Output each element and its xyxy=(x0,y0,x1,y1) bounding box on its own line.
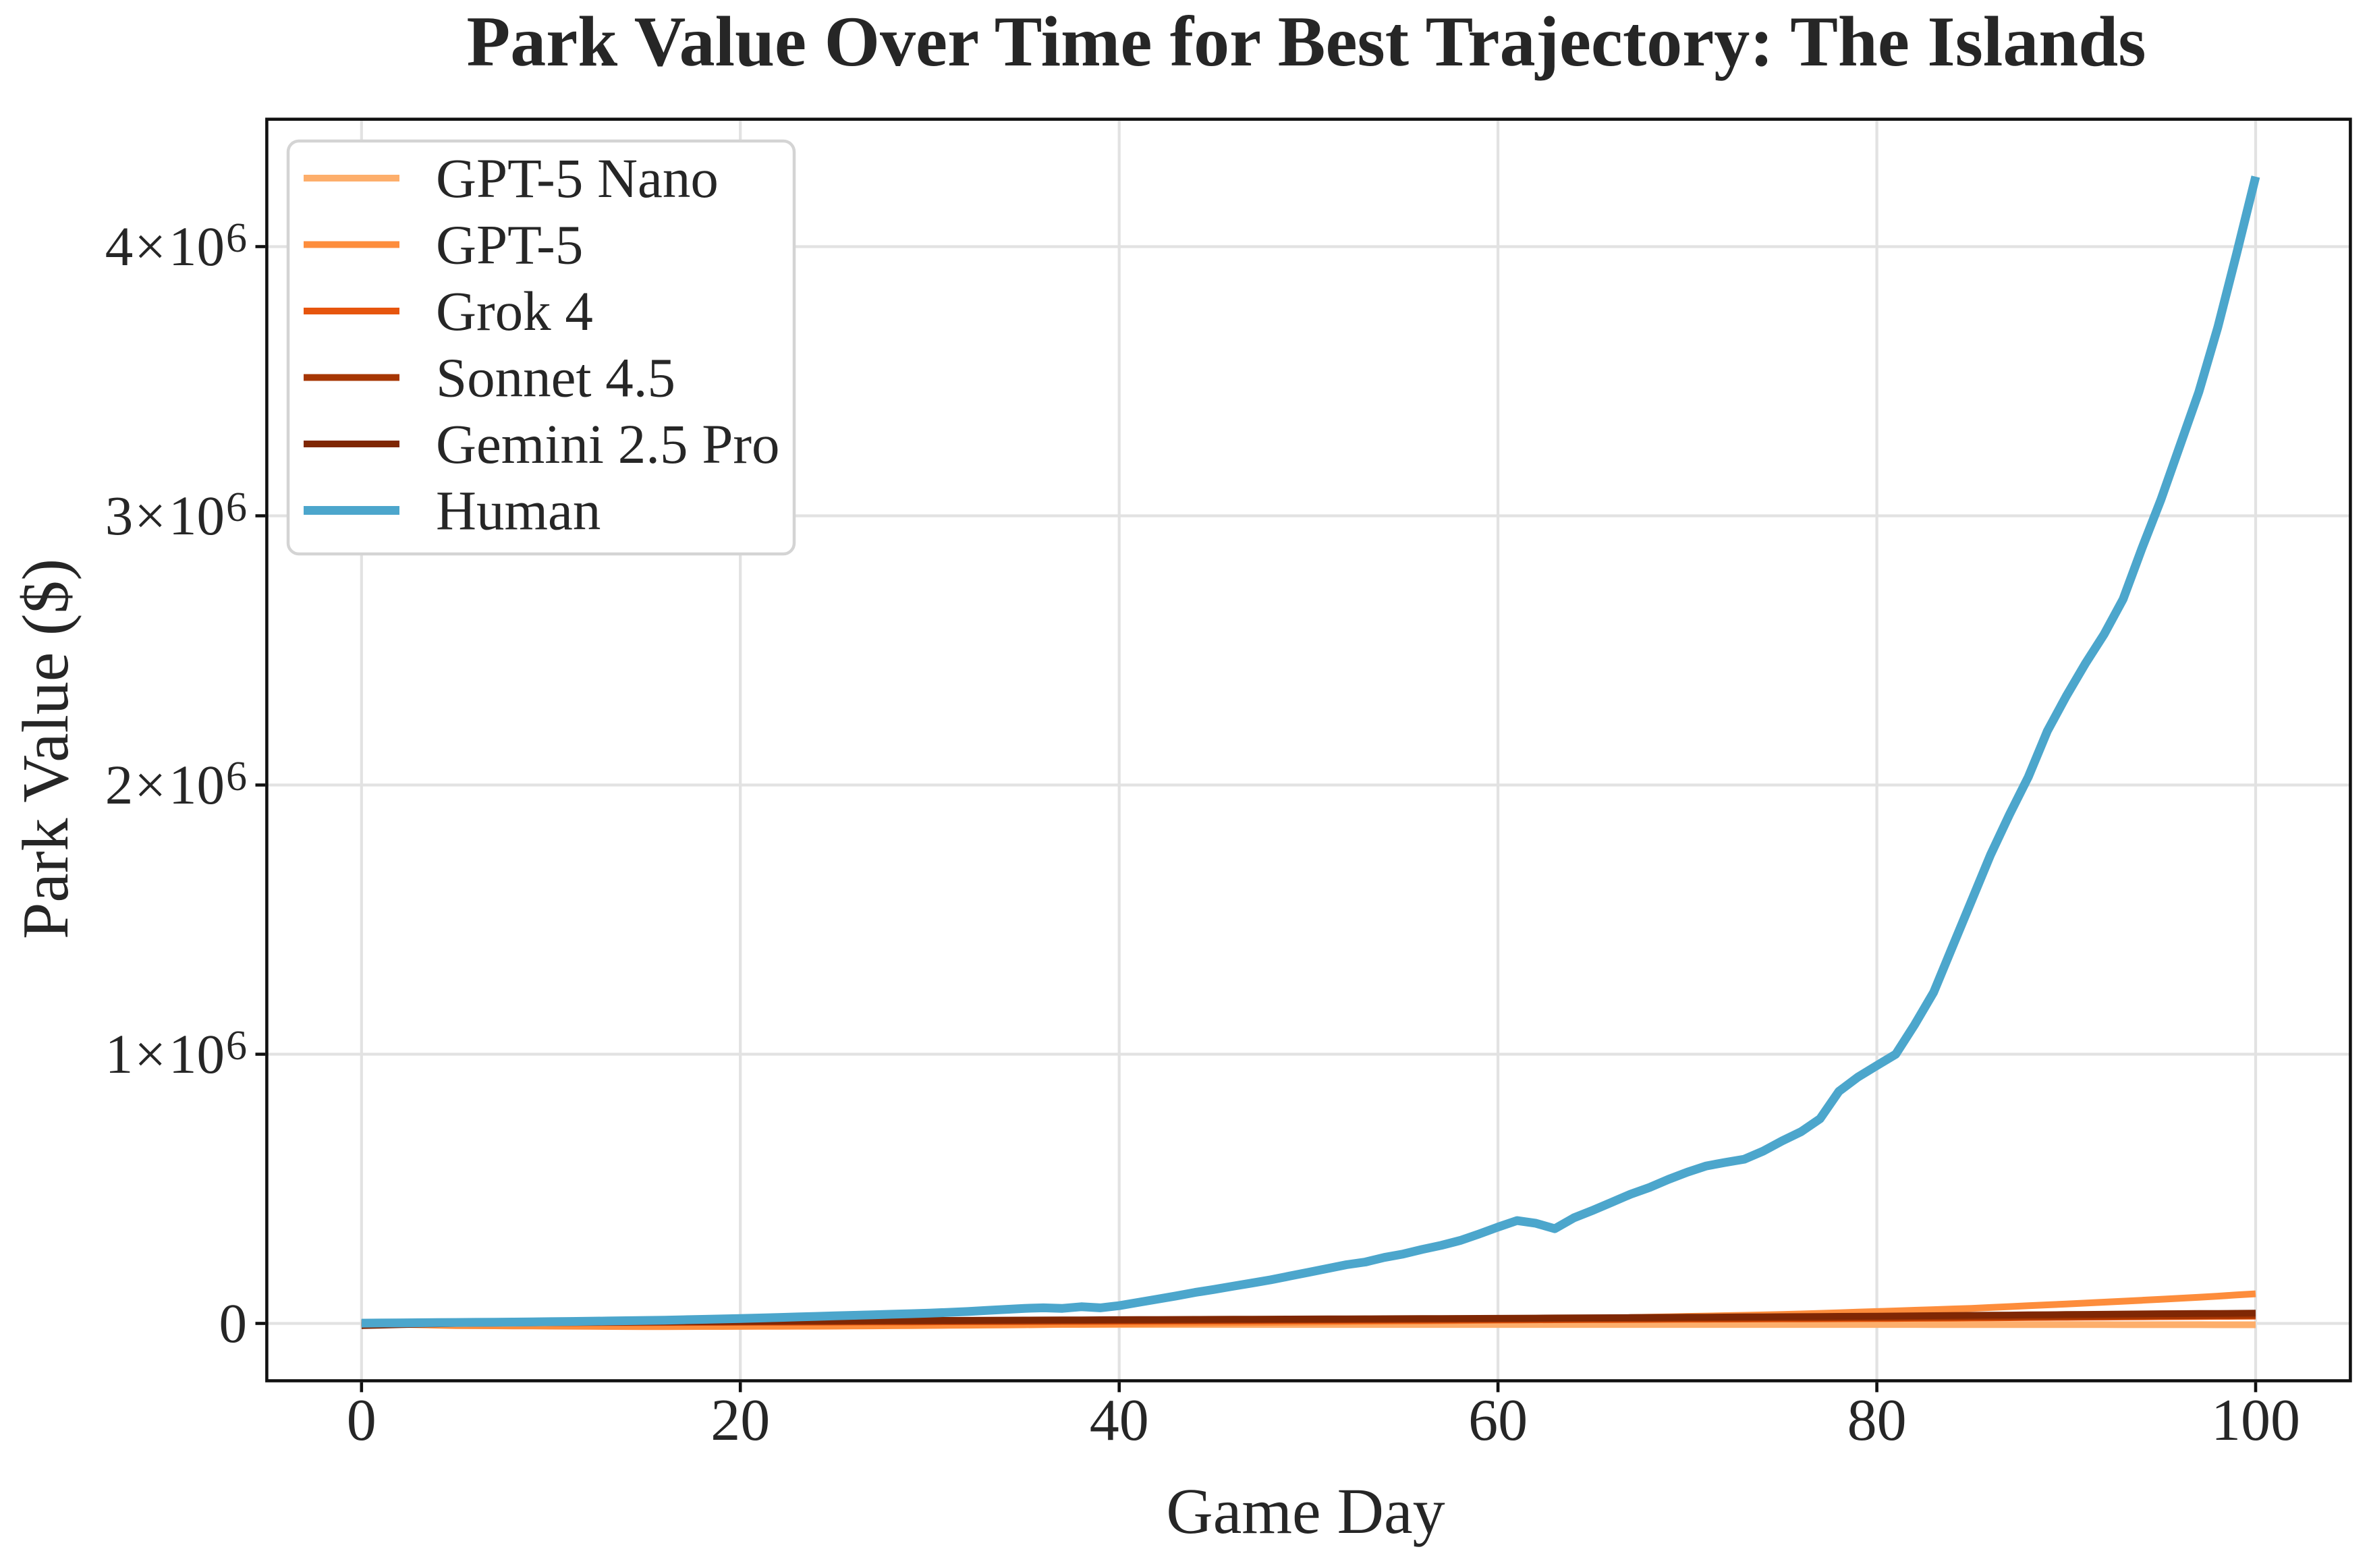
svg-text:Sonnet 4.5: Sonnet 4.5 xyxy=(436,346,675,408)
svg-text:0: 0 xyxy=(219,1292,248,1354)
svg-text:Park Value Over Time for Best: Park Value Over Time for Best Trajectory… xyxy=(466,2,2146,81)
svg-text:100: 100 xyxy=(2211,1388,2300,1453)
svg-text:20: 20 xyxy=(710,1388,770,1453)
svg-text:GPT-5: GPT-5 xyxy=(436,213,583,275)
svg-text:1×106: 1×106 xyxy=(105,1023,247,1085)
svg-text:0: 0 xyxy=(347,1388,377,1453)
svg-text:40: 40 xyxy=(1090,1388,1149,1453)
svg-text:Gemini 2.5 Pro: Gemini 2.5 Pro xyxy=(436,413,780,475)
svg-text:3×106: 3×106 xyxy=(105,484,247,547)
svg-text:Grok 4: Grok 4 xyxy=(436,280,593,342)
svg-text:80: 80 xyxy=(1847,1388,1907,1453)
svg-text:4×106: 4×106 xyxy=(105,215,247,277)
svg-text:Human: Human xyxy=(436,479,601,541)
svg-text:GPT-5 Nano: GPT-5 Nano xyxy=(436,147,719,209)
svg-text:60: 60 xyxy=(1468,1388,1528,1453)
svg-text:Game Day: Game Day xyxy=(1166,1475,1445,1547)
svg-text:Park Value ($): Park Value ($) xyxy=(9,559,82,939)
svg-text:2×106: 2×106 xyxy=(105,754,247,816)
